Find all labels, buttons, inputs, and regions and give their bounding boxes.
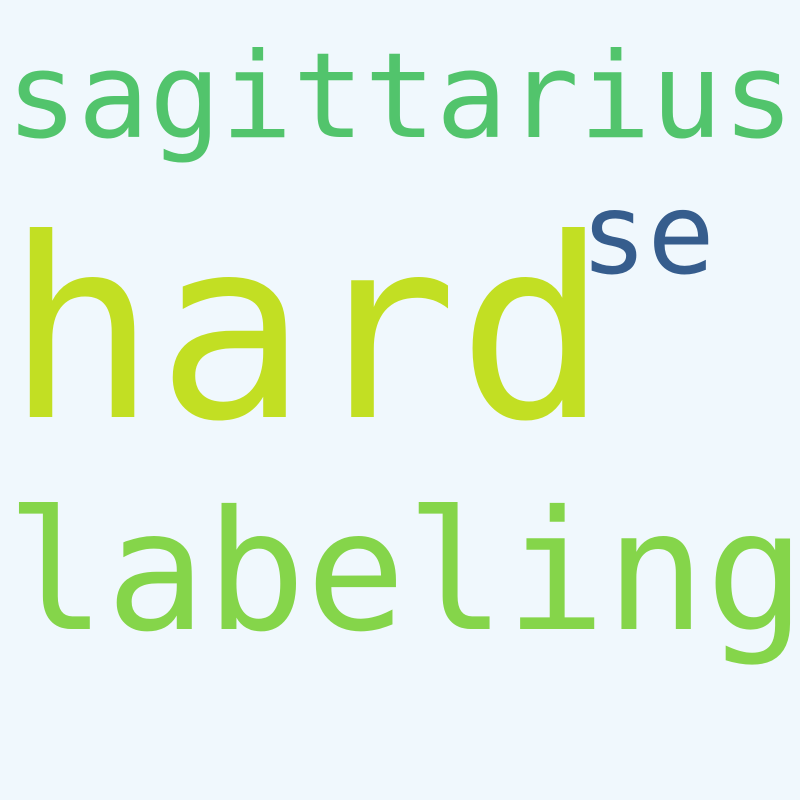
word-se: se (580, 170, 715, 300)
word-labeling: labeling (6, 476, 800, 669)
word-sagittarius: sagittarius (6, 28, 795, 166)
word-hard: hard (6, 185, 609, 476)
